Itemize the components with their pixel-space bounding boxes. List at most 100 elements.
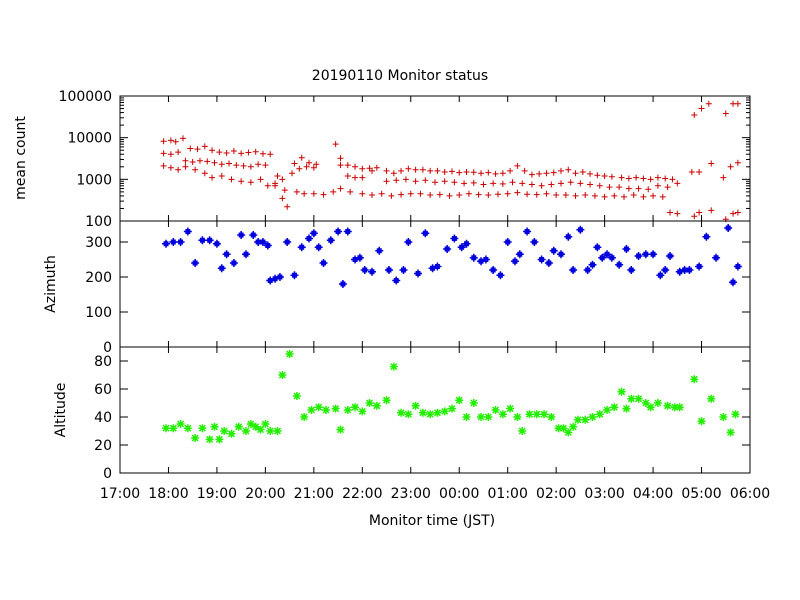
data-point (216, 149, 223, 156)
data-point (582, 192, 589, 199)
point-mark (481, 255, 490, 264)
point-mark (663, 401, 672, 410)
x-tick-label: 23:00 (391, 486, 431, 502)
data-point (594, 172, 601, 179)
data-point (630, 192, 637, 199)
point-mark (594, 172, 601, 179)
data-point (421, 229, 430, 238)
point-mark (436, 191, 443, 198)
data-point (702, 232, 711, 241)
data-point (337, 185, 344, 192)
point-mark (581, 415, 590, 424)
point-mark (564, 232, 573, 241)
data-point (489, 266, 498, 274)
point-mark (309, 229, 318, 238)
point-mark (514, 189, 521, 196)
data-point (281, 187, 288, 194)
point-mark (572, 192, 579, 199)
data-point (326, 236, 335, 245)
data-point (617, 387, 626, 396)
data-point (360, 266, 369, 274)
panel-altitude: Altitude 0 20 40 60 80 17:00 18:00 19:00 20:00 21… (53, 346, 770, 502)
data-point (519, 180, 526, 187)
point-mark (540, 410, 549, 419)
point-mark (404, 410, 413, 419)
data-point (352, 163, 359, 170)
data-point (210, 422, 219, 431)
point-mark (530, 238, 539, 246)
data-point (635, 185, 642, 192)
point-mark (262, 162, 269, 169)
data-point (654, 182, 661, 189)
data-point (237, 231, 246, 239)
panel-frame (119, 95, 751, 222)
data-point (492, 170, 499, 177)
point-mark (238, 150, 245, 157)
data-point (646, 403, 655, 412)
point-mark (226, 160, 233, 167)
point-mark (427, 167, 434, 174)
point-mark (515, 250, 524, 259)
point-mark (162, 424, 171, 433)
point-mark (553, 192, 560, 199)
data-point (731, 410, 740, 419)
data-point (198, 424, 207, 433)
data-point (305, 234, 313, 243)
data-point (577, 180, 584, 187)
data-point (595, 410, 604, 419)
panel-frame (119, 220, 751, 348)
data-point (496, 271, 505, 280)
data-point (712, 253, 721, 262)
point-mark (412, 166, 419, 173)
x-tick-label: 22:00 (342, 486, 382, 502)
point-mark (209, 147, 216, 154)
panel-azimuth: Azimuth 0 100 200 300 (43, 220, 751, 356)
point-mark (242, 250, 250, 259)
data-point (503, 238, 512, 246)
point-mark (298, 154, 305, 161)
data-point (372, 401, 381, 410)
point-mark (521, 167, 528, 174)
data-point (469, 399, 478, 407)
data-point (734, 159, 741, 166)
data-point (490, 180, 497, 187)
point-mark (337, 155, 344, 162)
data-point (645, 186, 652, 193)
data-point (525, 410, 534, 419)
point-mark (618, 174, 625, 181)
point-mark (720, 174, 727, 181)
data-point (565, 166, 572, 173)
point-mark (550, 169, 557, 176)
data-point (562, 192, 569, 199)
data-point (251, 422, 260, 431)
data-point (412, 166, 419, 173)
data-point (278, 371, 287, 379)
data-point (418, 408, 427, 417)
data-point (622, 404, 631, 413)
data-point (162, 424, 171, 433)
point-mark (583, 266, 592, 274)
point-mark (283, 238, 292, 246)
data-point (674, 210, 681, 217)
chart-title: 20190110 Monitor status (312, 68, 488, 84)
point-mark (734, 209, 741, 216)
y-tick-label: 1000 (76, 172, 112, 188)
data-point (688, 168, 695, 175)
data-point (523, 227, 532, 236)
x-tick-label: 20:00 (245, 486, 285, 502)
point-mark (558, 167, 564, 174)
data-point (297, 243, 306, 252)
data-point (284, 203, 291, 210)
point-mark (343, 406, 352, 414)
point-mark (463, 168, 470, 175)
point-mark (217, 264, 226, 273)
point-mark (465, 190, 472, 197)
point-mark (491, 406, 500, 414)
point-mark (606, 184, 613, 191)
point-mark (559, 424, 568, 433)
point-mark (338, 280, 347, 288)
data-point (279, 176, 286, 183)
data-point (263, 241, 272, 250)
data-point (506, 404, 515, 413)
point-mark (167, 164, 174, 171)
